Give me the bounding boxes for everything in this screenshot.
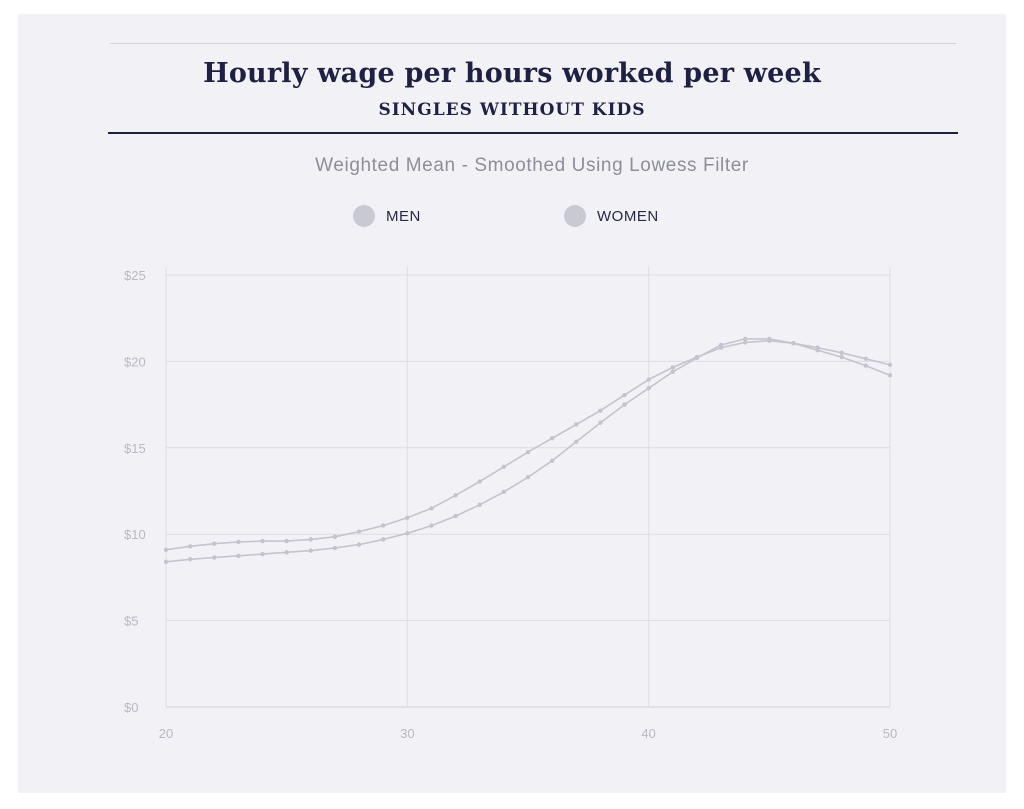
data-point-women[interactable] (863, 363, 869, 368)
data-point-women[interactable] (598, 420, 603, 425)
x-tick-label: 20 (159, 726, 173, 741)
data-point-men[interactable] (284, 538, 289, 544)
data-point-men[interactable] (429, 506, 434, 511)
data-point-women[interactable] (574, 439, 579, 444)
data-point-men[interactable] (453, 493, 458, 498)
data-point-women[interactable] (308, 548, 313, 553)
legend-label-men: MEN (386, 207, 421, 225)
data-point-men[interactable] (525, 449, 531, 455)
data-point-men[interactable] (236, 539, 241, 545)
series-line-men (165, 339, 891, 551)
data-point-men[interactable] (863, 356, 869, 362)
x-tick-label: 30 (400, 726, 414, 741)
data-point-women[interactable] (332, 545, 338, 551)
top-divider (110, 43, 956, 44)
series-layer (163, 336, 893, 565)
data-point-men[interactable] (839, 350, 844, 355)
data-point-women[interactable] (694, 355, 700, 361)
data-point-men[interactable] (501, 464, 507, 470)
data-point-women[interactable] (236, 553, 241, 558)
data-point-women[interactable] (405, 531, 410, 536)
data-point-men[interactable] (574, 422, 579, 427)
axis-labels: $0 $5 $10 $15 $20 $25 20 30 40 50 (124, 268, 897, 741)
data-point-women[interactable] (525, 474, 531, 480)
data-point-men[interactable] (212, 541, 217, 546)
chart-card (18, 14, 1006, 793)
data-point-men[interactable] (598, 408, 603, 413)
data-point-women[interactable] (284, 550, 289, 555)
y-tick-label: $0 (124, 700, 138, 715)
data-point-men[interactable] (477, 479, 482, 484)
data-point-women[interactable] (260, 551, 265, 557)
data-point-women[interactable] (163, 559, 169, 565)
data-point-men[interactable] (308, 537, 313, 542)
legend-swatch-women (564, 205, 586, 227)
y-tick-label: $10 (124, 527, 146, 542)
data-point-men[interactable] (332, 534, 338, 539)
legend-item-men[interactable]: MEN (353, 204, 421, 228)
data-point-women[interactable] (549, 458, 555, 463)
data-point-men[interactable] (743, 340, 748, 345)
y-tick-label: $15 (124, 441, 146, 456)
data-point-women[interactable] (622, 402, 627, 407)
x-tick-label: 40 (641, 726, 655, 741)
data-point-men[interactable] (549, 436, 555, 441)
data-point-men[interactable] (260, 538, 265, 544)
chart-subtitle: SINGLES WITHOUT KIDS (378, 100, 646, 120)
data-point-women[interactable] (381, 537, 386, 542)
data-point-men[interactable] (356, 529, 362, 534)
legend-label-women: WOMEN (597, 207, 659, 225)
data-point-women[interactable] (670, 369, 675, 374)
data-point-women[interactable] (767, 336, 772, 342)
data-point-women[interactable] (501, 489, 507, 495)
data-point-men[interactable] (646, 377, 651, 382)
data-point-women[interactable] (453, 513, 458, 519)
title-underline (108, 132, 958, 134)
data-point-women[interactable] (839, 354, 844, 360)
legend-swatch-men (353, 205, 375, 227)
data-point-women[interactable] (815, 347, 820, 353)
data-point-men[interactable] (187, 544, 193, 549)
data-point-women[interactable] (187, 557, 193, 562)
data-point-women[interactable] (646, 385, 651, 391)
data-point-men[interactable] (887, 362, 893, 368)
y-tick-label: $25 (124, 268, 146, 283)
data-point-women[interactable] (429, 523, 434, 528)
legend-item-women[interactable]: WOMEN (564, 204, 659, 228)
data-point-men[interactable] (622, 392, 627, 398)
chart-caption: Weighted Mean - Smoothed Using Lowess Fi… (315, 155, 749, 176)
data-point-women[interactable] (477, 502, 482, 508)
y-tick-label: $20 (124, 354, 146, 369)
data-point-men[interactable] (163, 547, 169, 552)
data-point-women[interactable] (356, 542, 362, 547)
data-point-women[interactable] (212, 555, 217, 560)
chart-title: Hourly wage per hours worked per week (203, 58, 821, 89)
data-point-men[interactable] (670, 365, 675, 370)
data-point-women[interactable] (743, 336, 748, 342)
x-tick-label: 50 (883, 726, 897, 741)
data-point-women[interactable] (887, 373, 893, 378)
data-point-men[interactable] (405, 515, 410, 520)
y-tick-label: $5 (124, 614, 138, 629)
data-point-women[interactable] (718, 342, 724, 348)
grid (165, 267, 891, 708)
data-point-women[interactable] (791, 341, 796, 346)
data-point-men[interactable] (381, 523, 386, 528)
